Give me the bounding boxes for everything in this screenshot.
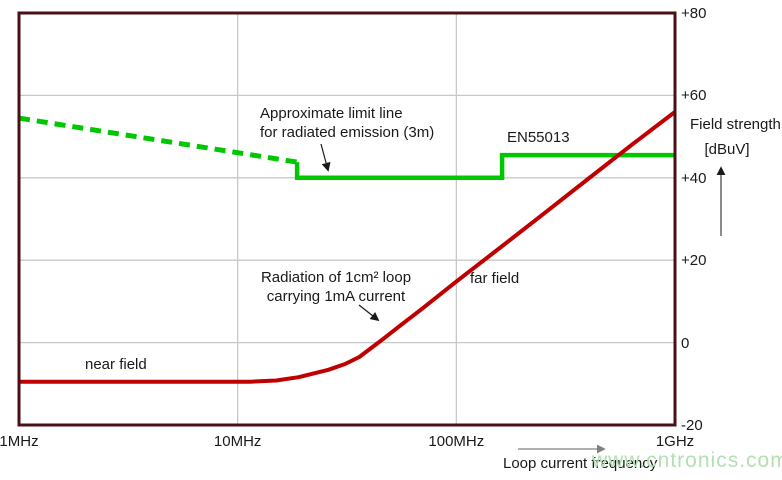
y-axis-unit: [dBuV] <box>704 141 750 158</box>
y-axis-title: Field strength <box>690 116 781 133</box>
far-field-label: far field <box>470 270 520 287</box>
en55013-label: EN55013 <box>507 129 570 146</box>
y-tick-label: -20 <box>681 417 703 434</box>
radiation-annotation-line1: Radiation of 1cm² loop <box>260 269 412 286</box>
watermark: www.cntronics.com <box>592 449 782 472</box>
y-tick-label: +60 <box>681 87 707 105</box>
limit-line-annotation-line1: Approximate limit line <box>260 105 403 122</box>
radiation-curve <box>19 110 677 384</box>
y-tick-label: 0 <box>681 334 690 352</box>
limit-line-pointer-arrow <box>320 143 331 172</box>
plot-border <box>17 11 677 427</box>
limit-line-dashed <box>18 115 298 165</box>
x-tick-label: 100MHz <box>428 433 485 450</box>
near-field-label: near field <box>85 356 147 373</box>
limit-line-annotation-line2: for radiated emission (3m) <box>260 124 435 141</box>
x-tick-label: 10MHz <box>213 433 262 450</box>
x-axis-title: Loop current frequency <box>503 455 658 472</box>
limit-line-solid <box>294 152 675 181</box>
y-tick-label: +40 <box>681 169 707 187</box>
x-tick-label: 1MHz <box>0 433 39 450</box>
radiation-pointer-arrow <box>358 304 380 322</box>
y-tick-label: +20 <box>681 252 707 270</box>
y-tick-label: +80 <box>681 5 707 22</box>
radiation-annotation-line2: carrying 1mA current <box>266 288 406 305</box>
x-tick-label: 1GHz <box>655 433 695 450</box>
